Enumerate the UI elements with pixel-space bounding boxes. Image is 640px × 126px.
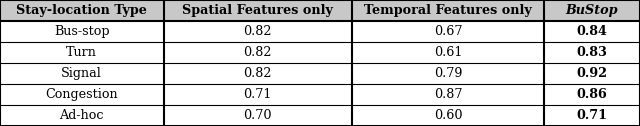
Text: 0.82: 0.82 (244, 46, 272, 59)
Text: BuStop: BuStop (566, 4, 618, 17)
Text: 0.83: 0.83 (577, 46, 607, 59)
Text: Signal: Signal (61, 67, 102, 80)
Text: Spatial Features only: Spatial Features only (182, 4, 333, 17)
Text: Bus-stop: Bus-stop (54, 25, 109, 38)
Text: 0.79: 0.79 (434, 67, 462, 80)
Text: 0.71: 0.71 (244, 88, 272, 101)
Text: 0.87: 0.87 (434, 88, 462, 101)
Text: Temporal Features only: Temporal Features only (364, 4, 532, 17)
Text: Congestion: Congestion (45, 88, 118, 101)
Text: Ad-hoc: Ad-hoc (60, 109, 104, 122)
Text: 0.61: 0.61 (434, 46, 462, 59)
Text: Stay-location Type: Stay-location Type (17, 4, 147, 17)
Text: 0.71: 0.71 (577, 109, 607, 122)
Text: 0.84: 0.84 (577, 25, 607, 38)
Text: 0.82: 0.82 (244, 67, 272, 80)
Text: Turn: Turn (67, 46, 97, 59)
Text: 0.86: 0.86 (577, 88, 607, 101)
Text: 0.92: 0.92 (577, 67, 607, 80)
Text: 0.60: 0.60 (434, 109, 462, 122)
Text: 0.67: 0.67 (434, 25, 462, 38)
Text: 0.82: 0.82 (244, 25, 272, 38)
Text: 0.70: 0.70 (244, 109, 272, 122)
